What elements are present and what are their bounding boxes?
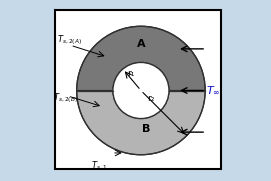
Text: $T_{s,2(B)}$: $T_{s,2(B)}$ [53, 91, 78, 105]
Wedge shape [77, 90, 205, 155]
Circle shape [113, 62, 169, 119]
Text: $T_\infty$: $T_\infty$ [206, 85, 221, 96]
Text: r₂: r₂ [147, 94, 154, 103]
Bar [55, 10, 221, 169]
Text: B: B [142, 124, 151, 134]
Text: A: A [137, 39, 145, 49]
Text: r₁: r₁ [127, 69, 135, 78]
Wedge shape [77, 26, 205, 90]
Text: $T_{s,1}$: $T_{s,1}$ [91, 160, 107, 172]
Text: $T_{s,2(A)}$: $T_{s,2(A)}$ [57, 33, 82, 47]
